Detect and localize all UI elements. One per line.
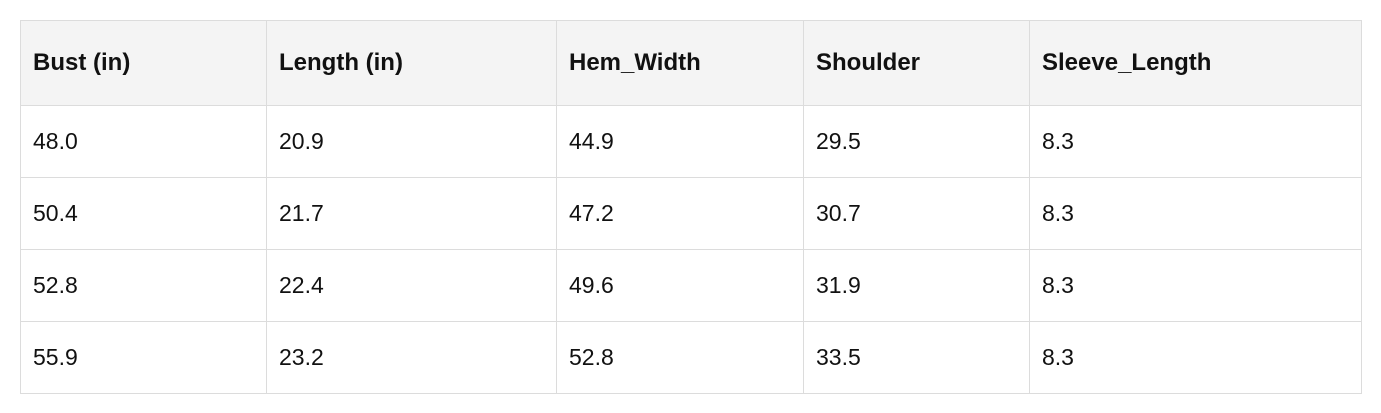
table-cell: 22.4 — [266, 249, 557, 322]
table-cell: 52.8 — [556, 321, 804, 394]
table-row: 55.9 23.2 52.8 33.5 8.3 — [20, 321, 1362, 394]
header-cell: Shoulder — [803, 20, 1030, 106]
table-cell: 8.3 — [1029, 321, 1362, 394]
table-cell: 44.9 — [556, 105, 804, 178]
header-cell: Bust (in) — [20, 20, 267, 106]
table-cell: 33.5 — [803, 321, 1030, 394]
table-cell: 8.3 — [1029, 249, 1362, 322]
table-cell: 55.9 — [20, 321, 267, 394]
table-row: 48.0 20.9 44.9 29.5 8.3 — [20, 105, 1362, 178]
table-cell: 21.7 — [266, 177, 557, 250]
table-cell: 20.9 — [266, 105, 557, 178]
size-table: Bust (in) Length (in) Hem_Width Shoulder Sle… — [20, 20, 1362, 394]
table-cell: 31.9 — [803, 249, 1030, 322]
table-cell: 30.7 — [803, 177, 1030, 250]
table-cell: 8.3 — [1029, 105, 1362, 178]
header-cell: Length (in) — [266, 20, 557, 106]
header-cell: Hem_Width — [556, 20, 804, 106]
table-cell: 49.6 — [556, 249, 804, 322]
table-cell: 47.2 — [556, 177, 804, 250]
table-cell: 29.5 — [803, 105, 1030, 178]
table-cell: 23.2 — [266, 321, 557, 394]
header-cell: Sleeve_Length — [1029, 20, 1362, 106]
table-cell: 52.8 — [20, 249, 267, 322]
table-body: 48.0 20.9 44.9 29.5 8.3 50.4 21.7 47.2 30.7 8.3 52… — [20, 105, 1362, 394]
table-cell: 48.0 — [20, 105, 267, 178]
table-row: 50.4 21.7 47.2 30.7 8.3 — [20, 177, 1362, 250]
header-row: Bust (in) Length (in) Hem_Width Shoulder Sle… — [20, 20, 1362, 106]
table-cell: 8.3 — [1029, 177, 1362, 250]
table-row: 52.8 22.4 49.6 31.9 8.3 — [20, 249, 1362, 322]
table-cell: 50.4 — [20, 177, 267, 250]
